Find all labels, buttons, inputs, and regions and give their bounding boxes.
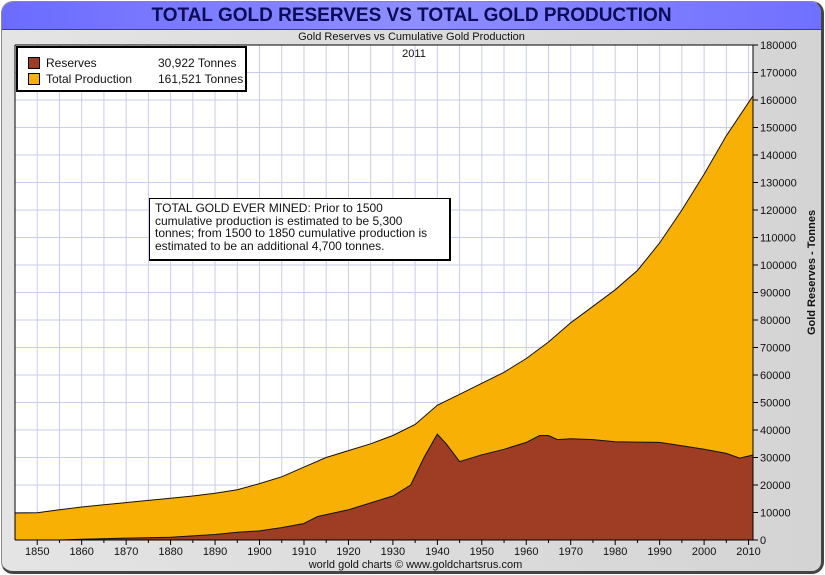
x-tick-label: 1990: [647, 546, 671, 558]
y-tick-label: 10000: [760, 508, 791, 520]
legend: Reserves 30,922 Tonnes Total Production …: [16, 46, 247, 92]
legend-label: Reserves: [46, 56, 97, 70]
x-tick-label: 1850: [25, 546, 49, 558]
title-bar: TOTAL GOLD RESERVES VS TOTAL GOLD PRODUC…: [2, 2, 821, 30]
y-tick-label: 100000: [760, 260, 797, 272]
y-tick-label: 30000: [760, 453, 791, 465]
legend-item-total-production: Total Production 161,521 Tonnes: [28, 72, 243, 86]
line-total-production: [14, 95, 754, 514]
y-tick-label: 60000: [760, 370, 791, 382]
x-tick-label: 1980: [603, 546, 627, 558]
area-reserves: [15, 434, 753, 540]
x-tick-label: 1940: [425, 546, 449, 558]
annotation-line: estimated to be an additional 4,700 tonn…: [155, 238, 385, 253]
legend-value: 30,922 Tonnes: [158, 56, 237, 70]
x-tick-label: 1970: [558, 546, 582, 558]
footer-credit: world gold charts © www.goldchartsrus.co…: [308, 559, 523, 571]
chart-title: TOTAL GOLD RESERVES VS TOTAL GOLD PRODUC…: [151, 5, 672, 26]
year-annotation: 2011: [402, 48, 426, 60]
x-tick-label: 1910: [292, 546, 316, 558]
y-tick-label: 40000: [760, 425, 791, 437]
y-tick-label: 180000: [760, 40, 797, 52]
y-tick-label: 20000: [760, 480, 791, 492]
y-tick-label: 80000: [760, 315, 791, 327]
x-tick-label: 2000: [692, 546, 716, 558]
annotation-line: cumulative production is estimated to be…: [155, 213, 403, 228]
x-tick-label: 1900: [247, 546, 271, 558]
legend-label: Total Production: [46, 72, 133, 86]
annotation-box: TOTAL GOLD EVER MINED: Prior to 1500 cum…: [149, 198, 451, 261]
legend-swatch-reserves: [28, 57, 40, 69]
legend-item-reserves: Reserves 30,922 Tonnes: [28, 56, 237, 70]
y-tick-label: 160000: [760, 95, 797, 107]
y-tick-label: 50000: [760, 398, 791, 410]
x-tick-label: 2010: [736, 546, 760, 558]
area-total-production: [15, 95, 753, 541]
legend-value: 161,521 Tonnes: [158, 72, 244, 86]
y-tick-label: 110000: [760, 233, 796, 245]
x-tick-label: 1860: [69, 546, 93, 558]
legend-swatch-total-production: [28, 73, 40, 85]
x-tick-label: 1960: [514, 546, 538, 558]
line-reserves: [15, 433, 754, 541]
x-tick-label: 1890: [203, 546, 227, 558]
y-tick-label: 120000: [760, 205, 797, 217]
x-tick-label: 1930: [381, 546, 405, 558]
x-tick-label: 1880: [158, 546, 182, 558]
y-tick-label: 130000: [760, 178, 797, 190]
y-tick-label: 140000: [760, 150, 797, 162]
y-tick-label: 70000: [760, 343, 791, 355]
x-tick-label: 1920: [336, 546, 360, 558]
chart-subtitle: Gold Reserves vs Cumulative Gold Product…: [298, 31, 525, 43]
annotation-line: TOTAL GOLD EVER MINED: Prior to 1500: [155, 201, 383, 215]
x-tick-label: 1950: [470, 546, 494, 558]
y-tick-label: 0: [760, 535, 766, 547]
y-tick-label: 170000: [760, 68, 797, 80]
y-axis-label: Gold Reserves - Tonnes: [806, 210, 818, 335]
y-tick-label: 90000: [760, 288, 791, 300]
annotation-line: tonnes; from 1500 to 1850 cumulative pro…: [155, 226, 428, 240]
x-tick-label: 1870: [114, 546, 138, 558]
y-tick-label: 150000: [760, 123, 797, 135]
chart-footer: world gold charts © www.goldchartsrus.co…: [2, 559, 821, 571]
